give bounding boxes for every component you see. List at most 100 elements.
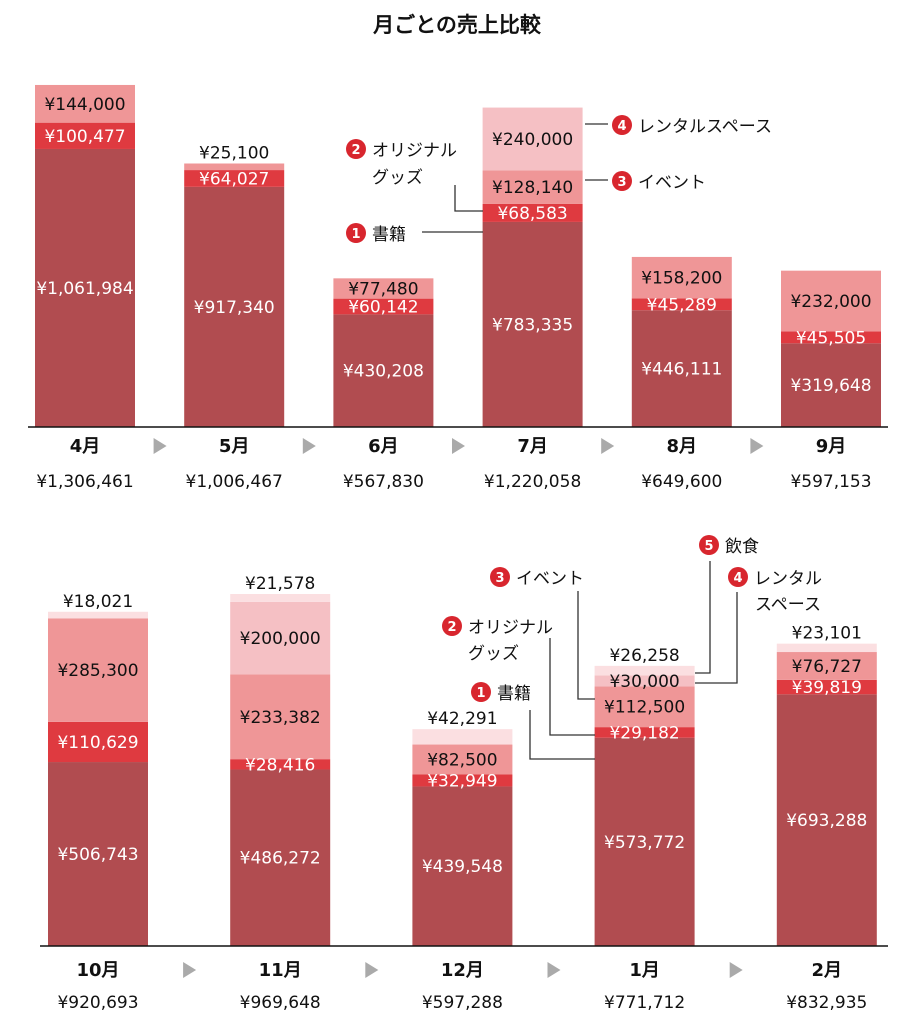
- bar-segment: [594, 737, 695, 946]
- month-total: ¥567,830: [343, 472, 424, 492]
- bar-segment: [230, 674, 331, 760]
- month-label: 4月: [70, 436, 101, 457]
- arrow-right-icon: [452, 438, 465, 454]
- bar-segment: [776, 652, 877, 680]
- bar-value-label: ¥446,111: [641, 360, 722, 380]
- bar-segment: [230, 759, 331, 770]
- number-badge-4: [728, 567, 748, 587]
- month-label: 12月: [441, 960, 484, 981]
- bar-segment: [776, 679, 877, 695]
- bar-segment: [776, 694, 877, 946]
- annotation-event: イベント: [516, 569, 584, 589]
- number-badge-1: [346, 223, 366, 243]
- bar-value-label: ¥693,288: [786, 811, 867, 831]
- bar-segment: [230, 594, 331, 602]
- month-total: ¥771,712: [604, 993, 685, 1013]
- bar-value-label: ¥285,300: [57, 661, 138, 681]
- bar-segment: [333, 278, 434, 299]
- month-total: ¥649,600: [641, 472, 722, 492]
- bar-value-label: ¥82,500: [427, 751, 497, 771]
- bar-value-label: ¥783,335: [492, 315, 573, 335]
- bar-value-label: ¥486,272: [240, 849, 321, 869]
- bar-segment: [333, 298, 434, 315]
- leader-line-books: [529, 710, 595, 760]
- arrow-right-icon: [153, 438, 167, 454]
- arrow-right-icon: [302, 438, 316, 454]
- month-total: ¥969,648: [240, 993, 321, 1013]
- number-3: 3: [617, 175, 626, 190]
- number-4: 4: [617, 119, 626, 134]
- number-2: 2: [351, 143, 360, 158]
- bar-value-label: ¥439,548: [422, 857, 503, 877]
- number-badge-2: [346, 139, 366, 159]
- month-label: 2月: [812, 960, 843, 981]
- bar-segment: [781, 343, 881, 427]
- bar-segment: [482, 170, 583, 204]
- bar-segment: [631, 298, 732, 311]
- bar-value-label: ¥30,000: [609, 672, 679, 692]
- bar-segment: [776, 643, 877, 653]
- bar-segment: [594, 727, 695, 738]
- number-2: 2: [447, 620, 456, 635]
- month-total: ¥597,153: [790, 472, 871, 492]
- bar-segment: [230, 601, 331, 675]
- annotation-books: 書籍: [497, 684, 531, 704]
- month-label: 11月: [259, 960, 302, 981]
- bar-value-label: ¥29,182: [609, 723, 679, 743]
- bar-value-label: ¥100,477: [44, 127, 125, 147]
- bar-value-label: ¥32,949: [427, 771, 497, 791]
- annotation-goods-line2: グッズ: [372, 168, 423, 188]
- bar-value-label: ¥144,000: [44, 95, 125, 115]
- annotation-rental-line2: スペース: [755, 595, 821, 615]
- leader-line-food: [695, 561, 711, 674]
- bar-value-label: ¥128,140: [492, 178, 573, 198]
- bar-value-label: ¥18,021: [63, 592, 133, 612]
- chart-top-panel: ¥1,061,984 ¥100,477 ¥144,000 4月 ¥1,306,461 ¥9…: [28, 84, 888, 492]
- month-total: ¥920,693: [57, 993, 138, 1013]
- bar-value-label: ¥60,142: [348, 297, 418, 317]
- bar-value-label: ¥233,382: [240, 708, 321, 728]
- bar-value-label: ¥573,772: [604, 833, 685, 853]
- annotation-books: 書籍: [372, 225, 406, 245]
- bar-segment: [631, 310, 732, 427]
- month-total: ¥1,220,058: [484, 472, 581, 492]
- number-badge-3: [612, 171, 632, 191]
- annotation-goods-line1: オリジナル: [372, 141, 457, 161]
- chart-bottom-panel: ¥506,743 ¥110,629 ¥285,300 ¥18,021 10月 ¥920,6…: [40, 574, 888, 1013]
- bar-segment: [412, 729, 513, 745]
- arrow-right-icon: [365, 962, 379, 978]
- bar-segment: [184, 170, 285, 187]
- arrow-right-icon: [729, 962, 743, 978]
- leader-line-goods: [549, 638, 595, 736]
- bar-segment: [48, 618, 148, 722]
- annotation-event: イベント: [638, 173, 706, 193]
- number-badge-1: [471, 682, 491, 702]
- bar-value-label: ¥28,416: [245, 755, 315, 775]
- month-label: 6月: [368, 436, 399, 457]
- chart-title: 月ごとの売上比較: [372, 13, 542, 37]
- month-total: ¥832,935: [786, 993, 867, 1013]
- bar-value-label: ¥68,583: [497, 204, 567, 224]
- bar-segment: [631, 256, 732, 299]
- bar-segment: [48, 611, 148, 619]
- bar-segment: [48, 721, 148, 763]
- number-badge-5: [699, 535, 719, 555]
- bar-value-label: ¥110,629: [57, 733, 138, 753]
- bar-segment: [48, 762, 148, 946]
- bar-segment: [594, 665, 695, 676]
- annotation-food: 飲食: [725, 537, 759, 557]
- arrow-right-icon: [601, 438, 615, 454]
- bar-value-label: ¥240,000: [492, 130, 573, 150]
- month-label: 5月: [219, 436, 250, 457]
- number-badge-4: [612, 115, 632, 135]
- bar-segment: [35, 148, 135, 428]
- bar-value-label: ¥430,208: [343, 362, 424, 382]
- month-label: 7月: [517, 436, 548, 457]
- leader-line-event: [577, 591, 595, 700]
- arrow-right-icon: [547, 962, 561, 978]
- number-badge-2: [442, 616, 462, 636]
- number-4: 4: [733, 571, 742, 586]
- annotation-goods-line1: オリジナル: [468, 618, 553, 638]
- month-label: 8月: [667, 436, 698, 457]
